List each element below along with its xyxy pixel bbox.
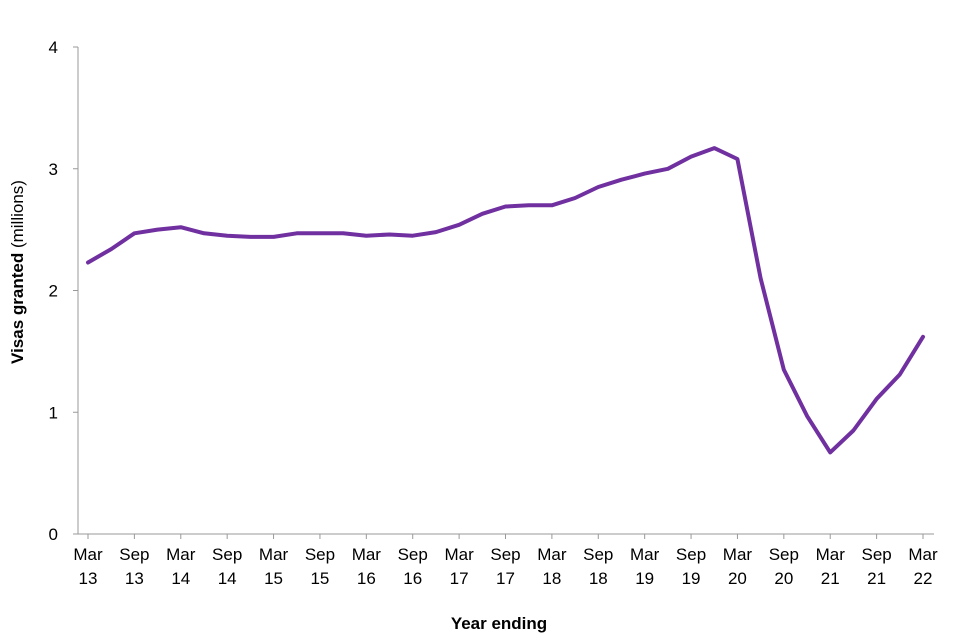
series-line-visas-granted	[86, 146, 925, 455]
x-tick-label: Mar 20	[723, 545, 753, 588]
y-tick-label: 3	[49, 160, 58, 179]
y-tick-label: 0	[49, 525, 58, 544]
y-axis-title-main: Visas granted	[8, 253, 27, 364]
y-axis-ticks: 0 1 2 3 4	[49, 38, 78, 544]
x-axis-ticks: Mar 13 Sep 13 Mar 14 Sep 14 Mar 15 Sep 15 Mar 16 Sep 16…	[73, 534, 938, 588]
x-tick-label: Mar 21	[816, 545, 846, 588]
x-tick-label: Sep 19	[676, 545, 706, 588]
x-tick-label: Sep 15	[305, 545, 335, 588]
x-tick-label: Mar 13	[73, 545, 103, 588]
x-tick-label: Sep 16	[398, 545, 428, 588]
x-tick-label: Mar 19	[630, 545, 660, 588]
x-tick-label: Sep 17	[490, 545, 520, 588]
y-axis-title-unit: (millions)	[8, 180, 27, 248]
y-axis-title: Visas granted (millions)	[8, 180, 27, 364]
x-tick-label: Mar 16	[352, 545, 382, 588]
x-tick-label: Sep 21	[861, 545, 891, 588]
y-tick-label: 1	[49, 403, 58, 422]
x-tick-label: Sep 13	[119, 545, 149, 588]
x-tick-label: Sep 20	[769, 545, 799, 588]
x-tick-label: Mar 17	[444, 545, 474, 588]
x-tick-label: Sep 14	[212, 545, 242, 588]
x-tick-label: Sep 18	[583, 545, 613, 588]
x-tick-label: Mar 18	[537, 545, 567, 588]
x-axis-title: Year ending	[451, 614, 547, 633]
x-tick-label: Mar 22	[908, 545, 938, 588]
y-tick-label: 2	[49, 282, 58, 301]
x-tick-label: Mar 14	[166, 545, 196, 588]
x-tick-label: Mar 15	[259, 545, 289, 588]
y-tick-label: 4	[49, 38, 58, 57]
